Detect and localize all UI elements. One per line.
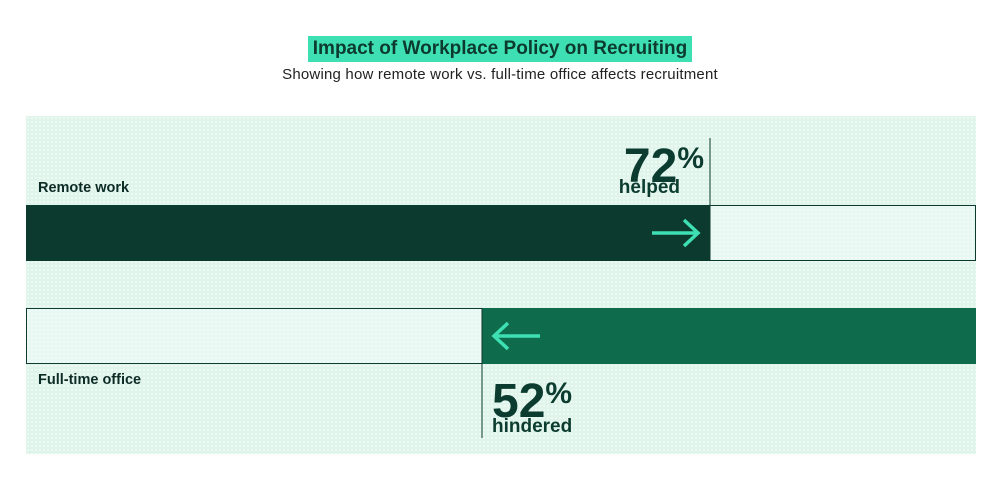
- effect-label-office: hindered: [492, 416, 573, 437]
- value-label-remote: 72%: [624, 135, 704, 191]
- bar-office: [482, 308, 976, 364]
- category-label-remote: Remote work: [38, 180, 130, 196]
- value-label-office: 52%: [492, 370, 572, 426]
- arrow-head-office: [491, 321, 510, 351]
- percent-sign-remote: %: [677, 142, 704, 175]
- chart-panel: Remote work 72% helped Full-time office …: [26, 116, 976, 454]
- title-wrap: Impact of Workplace Policy on Recruiting: [0, 36, 1000, 62]
- arrow-head-remote: [682, 218, 701, 248]
- chart-svg: [26, 138, 976, 438]
- percent-sign-office: %: [545, 377, 573, 410]
- bar-remote: [26, 205, 710, 261]
- chart-title: Impact of Workplace Policy on Recruiting: [307, 36, 693, 62]
- value-number-remote: 72: [623, 140, 678, 193]
- value-number-office: 52: [492, 375, 546, 428]
- category-label-office: Full-time office: [38, 372, 142, 388]
- chart-subtitle: Showing how remote work vs. full-time of…: [282, 66, 718, 83]
- effect-label-remote: helped: [618, 177, 680, 198]
